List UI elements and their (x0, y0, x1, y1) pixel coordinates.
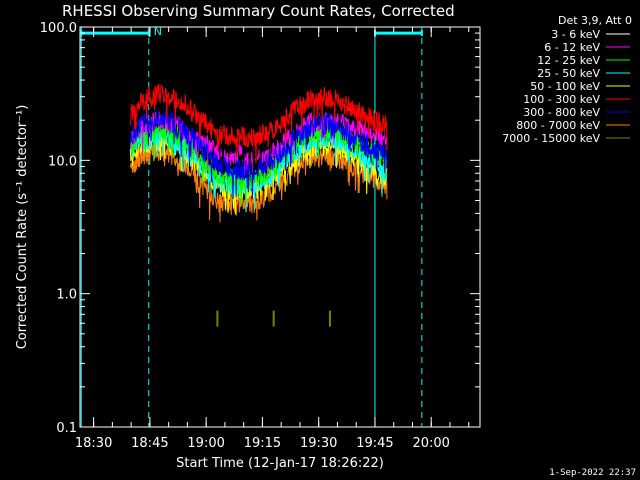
x-tick-label: 19:15 (244, 436, 281, 451)
series-line (129, 109, 388, 200)
chart-title: RHESSI Observing Summary Count Rates, Co… (62, 2, 455, 20)
y-tick-label: 100.0 (40, 21, 77, 36)
series-5 (129, 83, 388, 164)
legend-label: 50 - 100 keV (530, 80, 600, 93)
x-tick-label: 19:45 (356, 436, 393, 451)
timestamp: 1-Sep-2022 22:37 (549, 468, 636, 478)
y-tick-label: 0.1 (56, 421, 77, 436)
series-6 (129, 109, 388, 200)
x-tick-label: 20:00 (412, 436, 449, 451)
x-tick-label: 19:30 (300, 436, 337, 451)
y-tick-label: 1.0 (56, 288, 77, 303)
series-lines (129, 83, 388, 327)
legend-label: 300 - 800 keV (523, 106, 600, 119)
y-axis: 0.1 1.0 10.0 100.0 (40, 21, 480, 436)
x-tick-label: 18:45 (131, 436, 168, 451)
legend-title: Det 3,9, Att 0 (558, 14, 632, 27)
saa-label: N (154, 25, 162, 38)
series-8 (216, 310, 331, 327)
series-line (129, 83, 388, 164)
legend-label: 12 - 25 keV (537, 54, 600, 67)
x-tick-label: 19:00 (187, 436, 224, 451)
x-axis: 18:30 18:45 19:00 19:15 19:30 19:45 20:00 (75, 27, 470, 451)
legend-label: 6 - 12 keV (544, 41, 600, 54)
legend-label: 25 - 50 keV (537, 67, 600, 80)
legend-label: 3 - 6 keV (551, 28, 600, 41)
legend-label: 800 - 7000 keV (516, 119, 600, 132)
legend-label: 7000 - 15000 keV (502, 132, 600, 145)
x-tick-label: 18:30 (75, 436, 112, 451)
legend-label: 100 - 300 keV (523, 93, 600, 106)
y-tick-label: 10.0 (48, 154, 77, 169)
plot-frame (79, 26, 481, 428)
x-axis-label: Start Time (12-Jan-17 18:26:22) (176, 456, 384, 471)
y-axis-label: Corrected Count Rate (s⁻¹ detector⁻¹) (15, 105, 30, 350)
